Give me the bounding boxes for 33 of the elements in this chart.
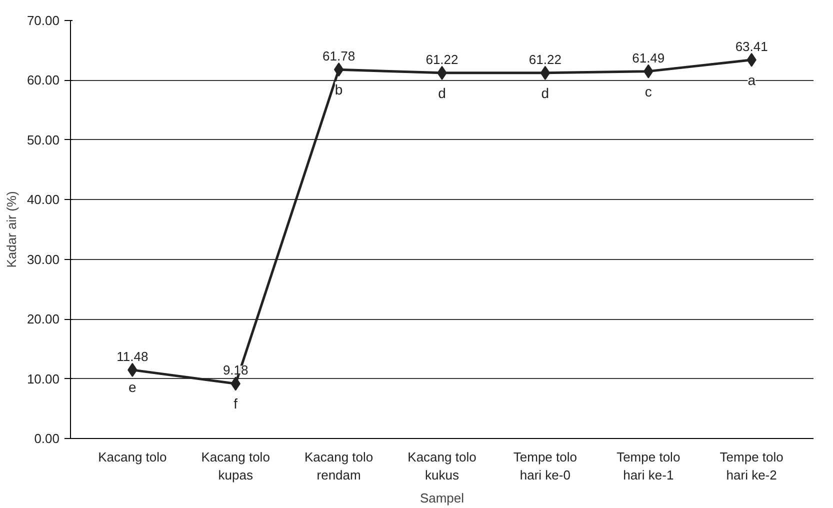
x-tick-label: Kacang tolo kukus — [408, 450, 476, 482]
y-tick-label: 40.00 — [26, 192, 60, 208]
x-tick-label: Kacang tolo rendam — [304, 450, 374, 482]
y-tick-label: 10.00 — [26, 371, 60, 386]
annotation: e — [128, 378, 137, 395]
data-label: 9.18 — [222, 362, 248, 378]
data-label: 63.41 — [735, 38, 768, 54]
annotation: b — [334, 82, 343, 98]
annotation: f — [234, 396, 238, 412]
y-tick-label: 30.00 — [26, 252, 60, 267]
y-tick-label: 70.00 — [26, 13, 60, 28]
data-label: 61.78 — [322, 48, 356, 64]
y-tick-label: 60.00 — [26, 72, 60, 88]
point — [334, 62, 344, 77]
data-label: 11.48 — [116, 348, 148, 364]
y-axis-title: Kadar air (%) — [4, 191, 19, 268]
annotation: c — [644, 83, 652, 100]
x-tick-label: Tempe tolo hari ke-1 — [616, 450, 680, 482]
annotation: d — [541, 84, 550, 101]
y-tick-label: 20.00 — [26, 312, 60, 327]
annotation: d — [438, 84, 446, 101]
point — [540, 66, 550, 80]
y-tick-label: 0.00 — [34, 431, 60, 446]
data-label: 61.22 — [426, 52, 458, 67]
y-tick-label: 50.00 — [26, 132, 60, 148]
x-tick-label: Kacang tolo kupas — [201, 450, 270, 482]
data-label: 61.49 — [632, 50, 665, 66]
x-tick-label: Kacang tolo — [98, 450, 167, 464]
data-label: 61.22 — [528, 52, 562, 67]
annotation: a — [748, 72, 756, 88]
x-tick-label: Tempe tolo hari ke-0 — [513, 450, 577, 482]
x-axis-title: Sampel — [420, 490, 464, 506]
x-tick-label: Tempe tolo hari ke-2 — [720, 450, 784, 482]
